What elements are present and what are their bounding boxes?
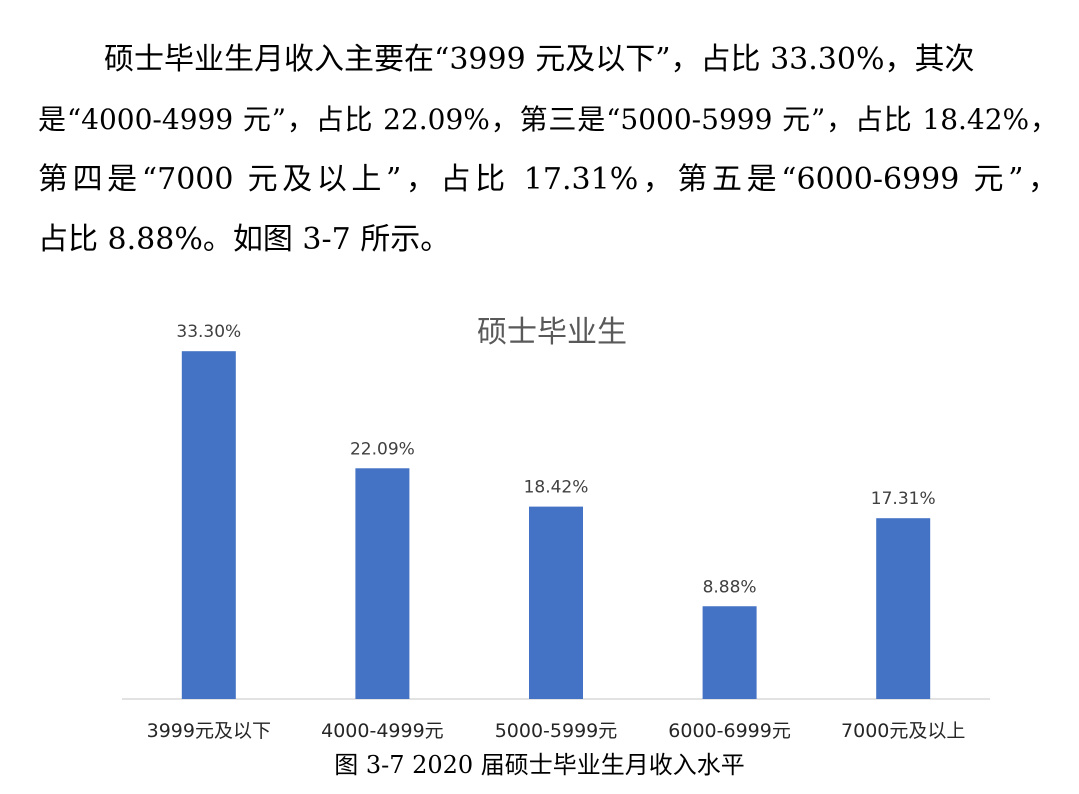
bar-data-label: 18.42%: [524, 478, 589, 498]
paragraph-line: 硕士毕业生月收入主要在“3999 元及以下”，占比 33.30%，其次: [104, 42, 975, 77]
bar: [529, 506, 583, 699]
bar: [181, 351, 236, 699]
figure-caption: 图 3-7 2020 届硕士毕业生月收入水平: [334, 751, 745, 779]
body-paragraph: 硕士毕业生月收入主要在“3999 元及以下”，占比 33.30%，其次 是“40…: [38, 30, 1058, 270]
category-label: 6000-6999元: [668, 720, 791, 742]
bar-data-label: 33.30%: [176, 322, 241, 342]
bar-data-label: 17.31%: [871, 489, 936, 509]
category-label: 3999元及以下: [147, 720, 271, 742]
category-label-group: 3999元及以下 4000-4999元 5000-5999元 6000-6999元 70…: [147, 720, 966, 742]
bar-data-label: 8.88%: [703, 577, 757, 597]
paragraph-line: 第四是“7000 元及以上”，占比 17.31%，第五是“6000-6999 元…: [38, 162, 1058, 197]
bar-data-label: 22.09%: [350, 439, 415, 459]
chart-title: 硕士毕业生: [477, 315, 627, 350]
bar-chart: 硕士毕业生 33.30% 22.09% 18.42% 8.88% 17.31% 3999…: [122, 315, 990, 742]
bar: [876, 518, 931, 699]
bar-group: [181, 351, 931, 699]
bar: [355, 468, 410, 699]
category-label: 7000元及以上: [841, 720, 965, 742]
category-label: 4000-4999元: [321, 720, 444, 742]
data-label-group: 33.30% 22.09% 18.42% 8.88% 17.31%: [176, 322, 935, 597]
category-label: 5000-5999元: [495, 720, 618, 742]
paragraph-line: 是“4000-4999 元”，占比 22.09%，第三是“5000-5999 元…: [38, 103, 1058, 136]
bar: [702, 606, 757, 699]
paragraph-line: 占比 8.88%。如图 3-7 所示。: [38, 222, 451, 257]
